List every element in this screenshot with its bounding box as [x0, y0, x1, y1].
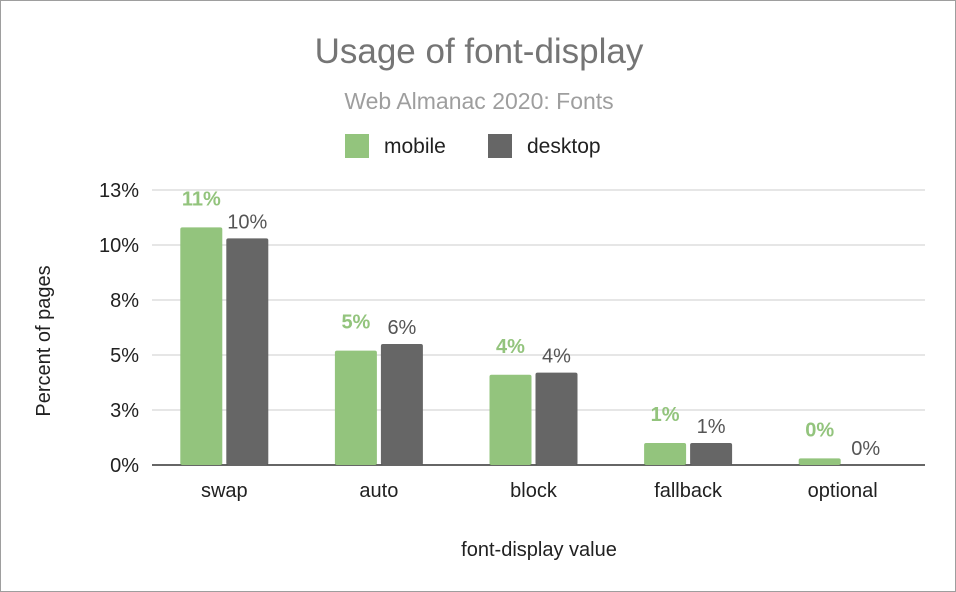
- y-tick-label: 0%: [110, 455, 139, 477]
- x-axis-ticks: swap auto block fallback optional: [201, 480, 878, 502]
- x-tick-label-swap: swap: [201, 480, 248, 502]
- y-tick-label: 13%: [99, 180, 139, 202]
- chart-title: Usage of font-display: [315, 32, 644, 71]
- y-tick-label: 10%: [99, 235, 139, 257]
- data-label-mobile-auto: 5%: [341, 312, 370, 334]
- chart-subtitle: Web Almanac 2020: Fonts: [344, 88, 613, 114]
- data-label-mobile-fallback: 1%: [651, 404, 680, 426]
- bars: [180, 227, 841, 465]
- gridlines: [152, 189, 925, 466]
- data-label-desktop-fallback: 1%: [697, 416, 726, 438]
- legend-label-desktop: desktop: [527, 135, 601, 158]
- bar-desktop-auto: [380, 344, 423, 465]
- bar-mobile-block: [489, 374, 532, 465]
- data-label-desktop-auto: 6%: [387, 317, 416, 339]
- y-axis-ticks: 0% 3% 5% 8% 10% 13%: [99, 180, 139, 477]
- bar-mobile-optional: [798, 458, 841, 465]
- x-tick-label-optional: optional: [808, 480, 878, 502]
- x-tick-label-block: block: [510, 480, 558, 502]
- bar-mobile-auto: [334, 350, 377, 465]
- bar-mobile-swap: [180, 227, 223, 465]
- y-axis-title: Percent of pages: [33, 265, 55, 416]
- data-label-mobile-optional: 0%: [805, 419, 834, 441]
- y-tick-label: 8%: [110, 290, 139, 312]
- data-label-desktop-block: 4%: [542, 346, 571, 368]
- legend: mobile desktop: [345, 134, 601, 158]
- x-tick-label-fallback: fallback: [654, 480, 723, 502]
- legend-swatch-desktop: [488, 134, 512, 158]
- bar-desktop-swap: [226, 238, 269, 465]
- x-tick-label-auto: auto: [359, 480, 398, 502]
- data-label-desktop-swap: 10%: [227, 211, 267, 233]
- x-axis-title: font-display value: [461, 539, 617, 561]
- bar-desktop-fallback: [690, 443, 733, 465]
- y-tick-label: 3%: [110, 400, 139, 422]
- y-tick-label: 5%: [110, 345, 139, 367]
- data-labels: 11% 10% 5% 6% 4% 4% 1% 1% 0% 0%: [182, 188, 881, 460]
- data-label-mobile-block: 4%: [496, 336, 525, 358]
- legend-swatch-mobile: [345, 134, 369, 158]
- data-label-mobile-swap: 11%: [182, 188, 221, 210]
- legend-label-mobile: mobile: [384, 135, 446, 158]
- data-label-desktop-optional: 0%: [851, 438, 880, 460]
- bar-mobile-fallback: [644, 443, 687, 465]
- bar-desktop-block: [535, 372, 578, 465]
